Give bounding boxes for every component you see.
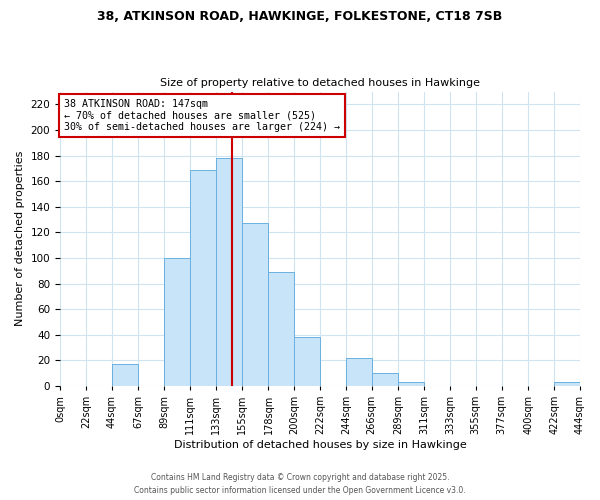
Bar: [371, 373, 398, 386]
Title: Size of property relative to detached houses in Hawkinge: Size of property relative to detached ho…: [160, 78, 480, 88]
Bar: [190, 170, 216, 386]
Bar: [398, 382, 424, 386]
Bar: [294, 338, 320, 386]
Bar: [216, 158, 242, 386]
Bar: [242, 224, 268, 386]
Bar: [268, 272, 294, 386]
Bar: [554, 382, 580, 386]
Bar: [112, 364, 139, 386]
Y-axis label: Number of detached properties: Number of detached properties: [15, 151, 25, 326]
Bar: [346, 358, 371, 386]
Text: 38 ATKINSON ROAD: 147sqm
← 70% of detached houses are smaller (525)
30% of semi-: 38 ATKINSON ROAD: 147sqm ← 70% of detach…: [64, 99, 340, 132]
X-axis label: Distribution of detached houses by size in Hawkinge: Distribution of detached houses by size …: [173, 440, 466, 450]
Bar: [164, 258, 190, 386]
Text: 38, ATKINSON ROAD, HAWKINGE, FOLKESTONE, CT18 7SB: 38, ATKINSON ROAD, HAWKINGE, FOLKESTONE,…: [97, 10, 503, 23]
Text: Contains HM Land Registry data © Crown copyright and database right 2025.
Contai: Contains HM Land Registry data © Crown c…: [134, 474, 466, 495]
